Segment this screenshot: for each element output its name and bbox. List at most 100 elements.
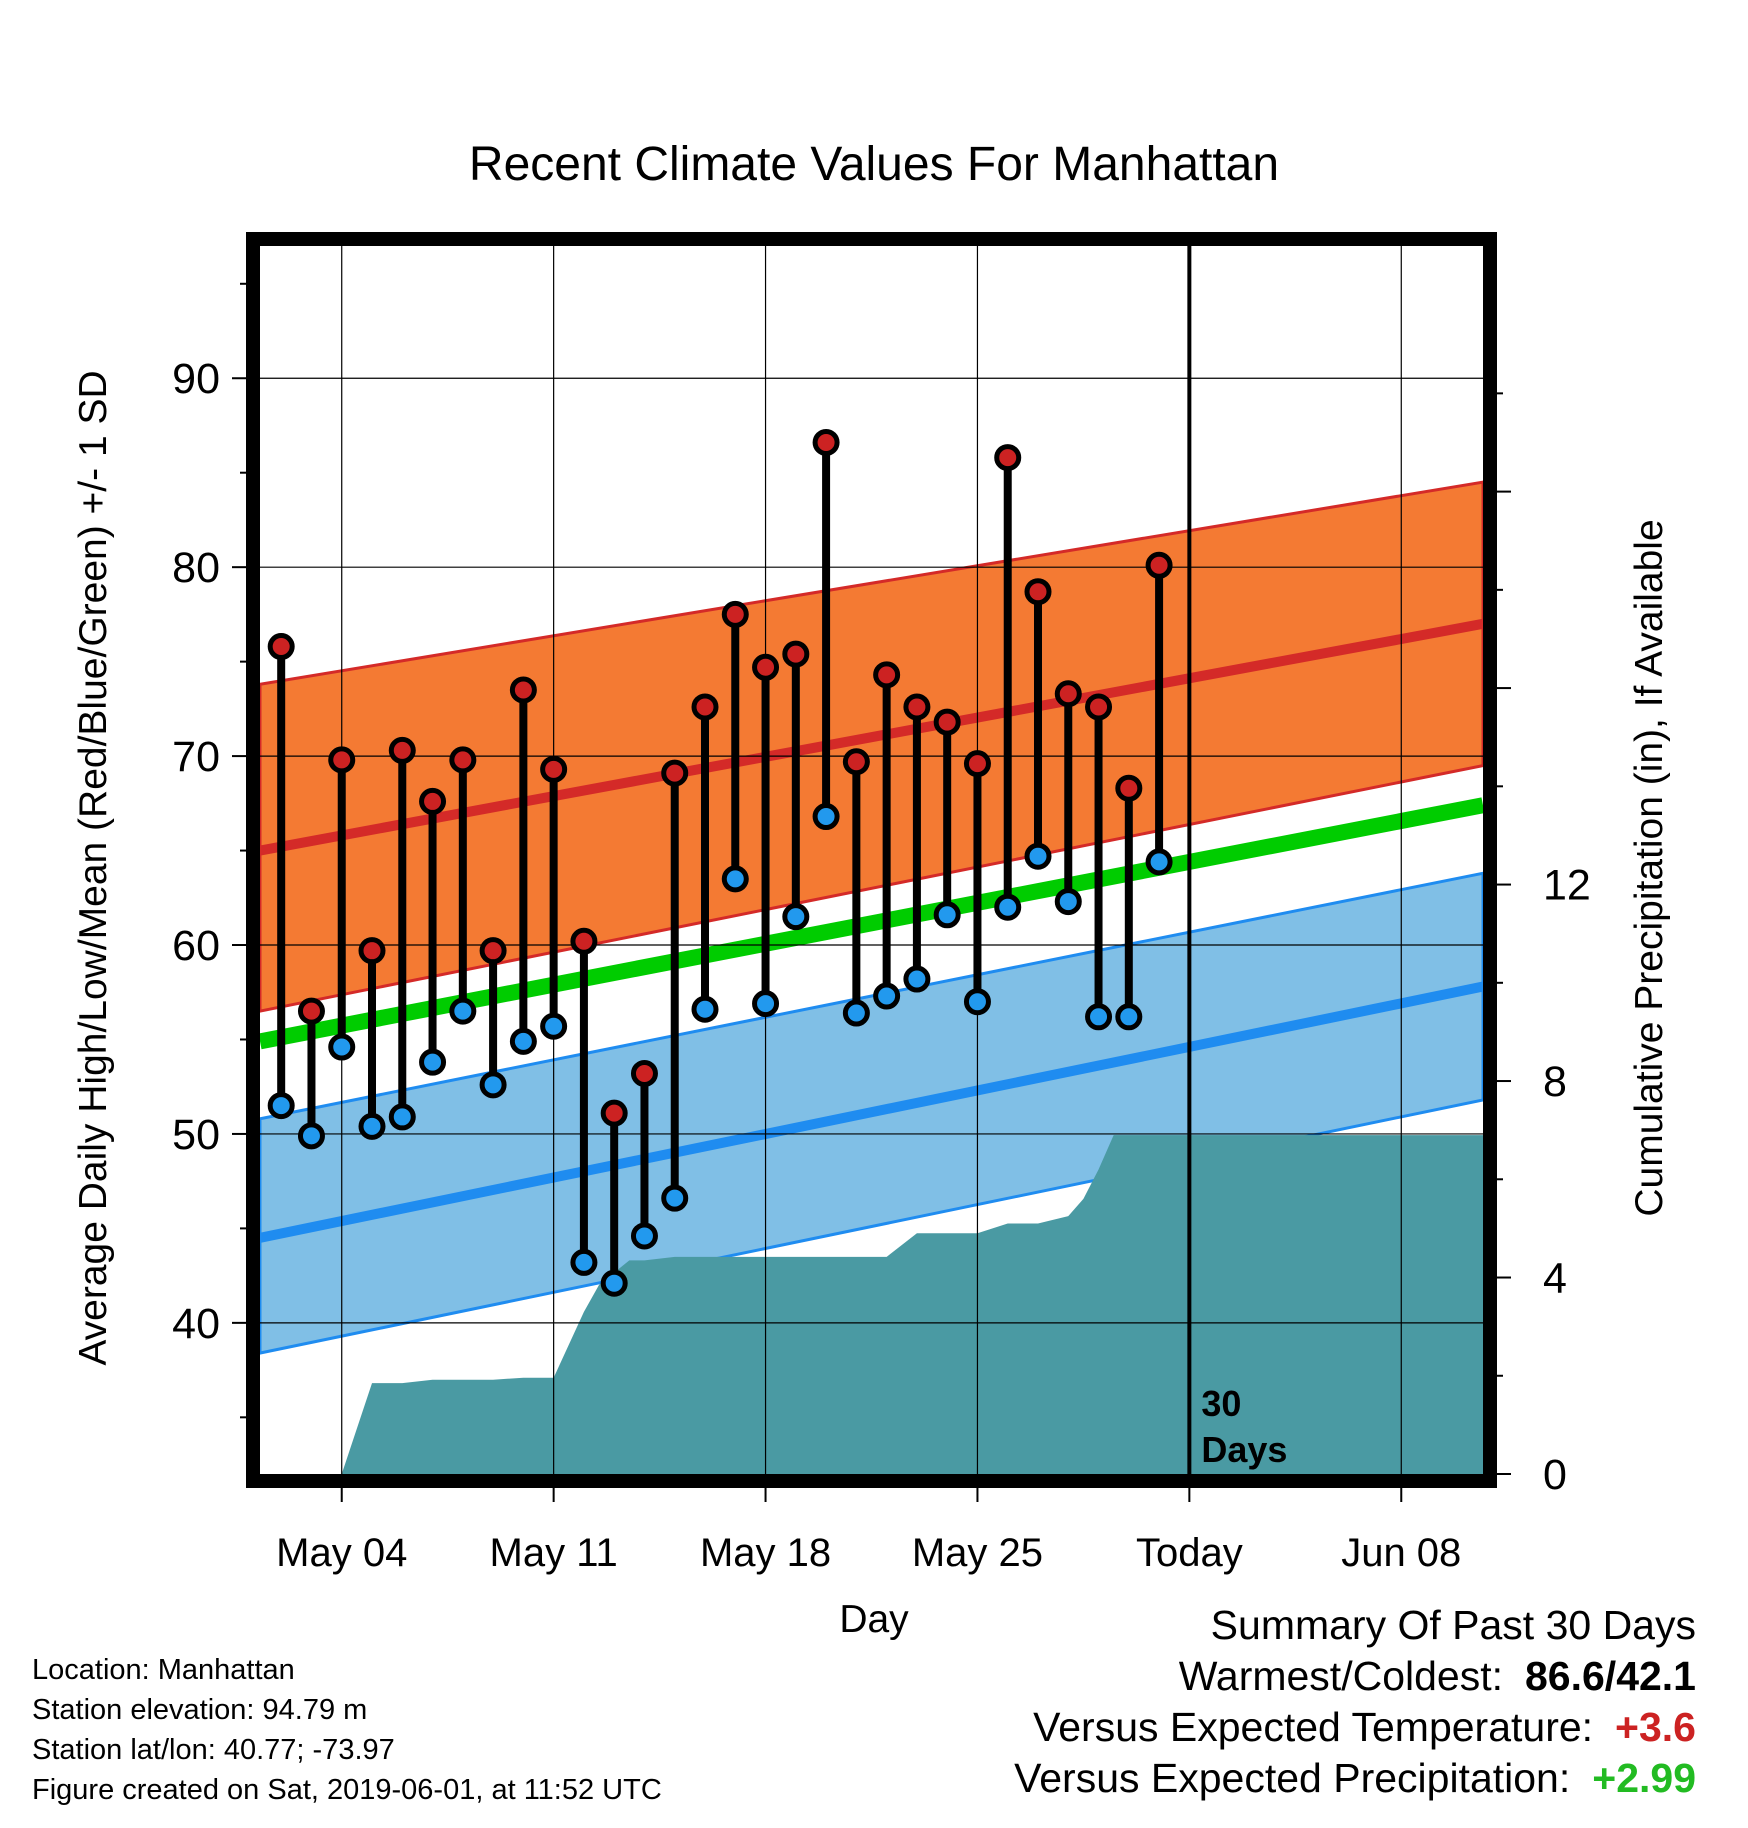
- low-point: [1085, 1003, 1113, 1031]
- high-point: [1054, 680, 1082, 708]
- precip-area: [341, 1135, 1483, 1474]
- warmest-label: Warmest/Coldest:: [1178, 1653, 1503, 1699]
- y2-tick-label: 8: [1543, 1058, 1567, 1106]
- high-point: [1115, 774, 1143, 802]
- warmest-value: 86.6/42.1: [1525, 1653, 1696, 1699]
- high-point: [540, 755, 568, 783]
- high-point: [1145, 551, 1173, 579]
- high-point: [933, 708, 961, 736]
- y2-tick-label: 4: [1543, 1255, 1567, 1303]
- high-point: [449, 746, 477, 774]
- high-point: [963, 750, 991, 778]
- temp-value: +3.6: [1615, 1704, 1696, 1750]
- high-point: [479, 937, 507, 965]
- low-point: [479, 1071, 507, 1099]
- y-tick-label: 60: [172, 922, 220, 970]
- low-point: [752, 990, 780, 1018]
- high-point: [328, 746, 356, 774]
- plot-area: 30 Days 40 50 60 70 80 90 0 4 8 12 May 04 May 11 May 1…: [172, 232, 1591, 1575]
- precip-label: Versus Expected Precipitation:: [1014, 1755, 1571, 1801]
- high-point: [388, 736, 416, 764]
- low-point: [721, 865, 749, 893]
- low-point: [1145, 848, 1173, 876]
- y-tick-label: 40: [172, 1300, 220, 1348]
- high-point: [782, 640, 810, 668]
- y2-tick-label: 12: [1543, 862, 1591, 910]
- summary-panel: Summary Of Past 30 Days Warmest/Coldest:…: [1014, 1600, 1696, 1804]
- x-tick-label: May 18: [700, 1531, 831, 1575]
- low-point: [388, 1103, 416, 1131]
- high-point: [358, 937, 386, 965]
- low-point: [328, 1033, 356, 1061]
- y-tick-label: 70: [172, 733, 220, 781]
- low-point: [630, 1222, 658, 1250]
- low-point: [873, 982, 901, 1010]
- low-point: [267, 1092, 295, 1120]
- low-point: [297, 1122, 325, 1150]
- high-point: [267, 633, 295, 661]
- station-info: Location: Manhattan Station elevation: 9…: [32, 1650, 662, 1810]
- y2-tick-label: 0: [1543, 1451, 1567, 1499]
- temp-label: Versus Expected Temperature:: [1033, 1704, 1594, 1750]
- precip-value: +2.99: [1592, 1755, 1696, 1801]
- low-point: [1115, 1003, 1143, 1031]
- y-axis-label: Average Daily High/Low/Mean (Red/Blue/Gr…: [72, 370, 115, 1365]
- low-point: [600, 1269, 628, 1297]
- low-point: [1024, 842, 1052, 870]
- high-point: [630, 1059, 658, 1087]
- high-point: [994, 444, 1022, 472]
- low-point: [812, 803, 840, 831]
- low-point: [782, 903, 810, 931]
- chart-title: Recent Climate Values For Manhattan: [469, 138, 1279, 191]
- x-tick-label: Jun 08: [1341, 1531, 1461, 1575]
- low-point: [691, 995, 719, 1023]
- low-point: [419, 1048, 447, 1076]
- summary-warmest-row: Warmest/Coldest: 86.6/42.1: [1014, 1651, 1696, 1702]
- x-tick-label: May 11: [490, 1531, 618, 1575]
- high-point: [509, 676, 537, 704]
- high-point: [1085, 693, 1113, 721]
- summary-precip-row: Versus Expected Precipitation: +2.99: [1014, 1753, 1696, 1804]
- low-point: [358, 1112, 386, 1140]
- summary-heading: Summary Of Past 30 Days: [1210, 1602, 1696, 1648]
- high-point: [873, 661, 901, 689]
- high-sd-band: [260, 480, 1483, 1013]
- high-point: [297, 997, 325, 1025]
- low-point: [933, 901, 961, 929]
- high-point: [1024, 578, 1052, 606]
- low-point: [540, 1012, 568, 1040]
- latlon-text: Station lat/lon: 40.77; -73.97: [32, 1734, 395, 1766]
- high-point: [752, 653, 780, 681]
- plot-frame: [246, 232, 1497, 1488]
- y-tick-label: 90: [172, 355, 220, 403]
- high-point: [691, 693, 719, 721]
- x-tick-label: Today: [1136, 1531, 1243, 1575]
- low-point: [842, 999, 870, 1027]
- low-point: [994, 893, 1022, 921]
- created-text: Figure created on Sat, 2019-06-01, at 11…: [32, 1774, 662, 1806]
- x-tick-label: May 04: [276, 1531, 407, 1575]
- location-text: Location: Manhattan: [32, 1654, 295, 1686]
- high-point: [661, 759, 689, 787]
- x-axis-label: Day: [839, 1598, 909, 1641]
- low-point: [963, 988, 991, 1016]
- y-tick-label: 80: [172, 544, 220, 592]
- today-label: 30: [1201, 1383, 1241, 1424]
- low-point: [509, 1027, 537, 1055]
- y-tick-label: 50: [172, 1111, 220, 1159]
- high-point: [600, 1099, 628, 1127]
- high-point: [842, 748, 870, 776]
- low-point: [449, 997, 477, 1025]
- low-normal-line: [260, 981, 1483, 1243]
- low-point: [570, 1248, 598, 1276]
- x-tick-label: May 25: [912, 1531, 1043, 1575]
- high-point: [419, 787, 447, 815]
- high-point: [721, 600, 749, 628]
- low-point: [661, 1184, 689, 1212]
- high-point: [903, 693, 931, 721]
- today-label: Days: [1201, 1429, 1287, 1470]
- high-point: [812, 428, 840, 456]
- summary-temp-row: Versus Expected Temperature: +3.6: [1014, 1702, 1696, 1753]
- elevation-text: Station elevation: 94.79 m: [32, 1694, 368, 1726]
- high-point: [570, 927, 598, 955]
